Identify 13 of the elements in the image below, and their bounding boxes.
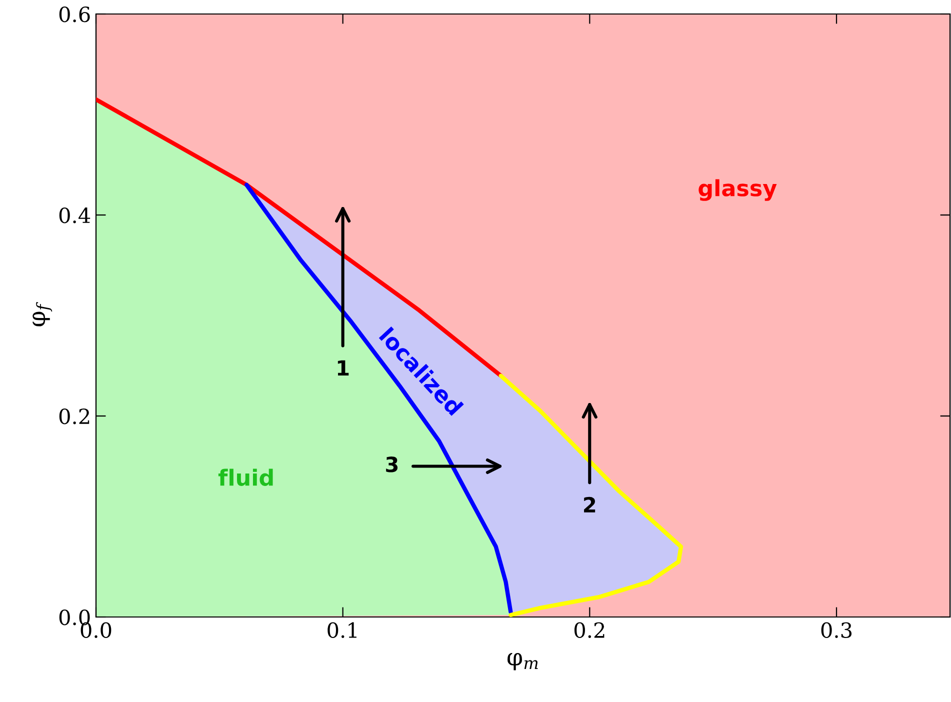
x-tick-label: 0.1 xyxy=(328,622,356,638)
y-tick-label: 0.2 xyxy=(59,408,90,424)
y-tick-label: 0.4 xyxy=(59,207,90,224)
x-tick-label: 0.3 xyxy=(821,622,852,638)
annotation: glassy xyxy=(698,179,777,201)
x-tick-label: 0.2 xyxy=(574,622,604,638)
x-axis-title: φ$_{m}$ xyxy=(508,652,538,670)
annotation: 3 xyxy=(386,456,398,472)
annotation: 2 xyxy=(584,496,596,512)
annotation: 1 xyxy=(338,360,349,376)
y-tick-label: 0.6 xyxy=(59,6,90,22)
y-axis-title: φ$_{f}$ xyxy=(32,302,52,326)
annotation: fluid xyxy=(218,468,273,486)
